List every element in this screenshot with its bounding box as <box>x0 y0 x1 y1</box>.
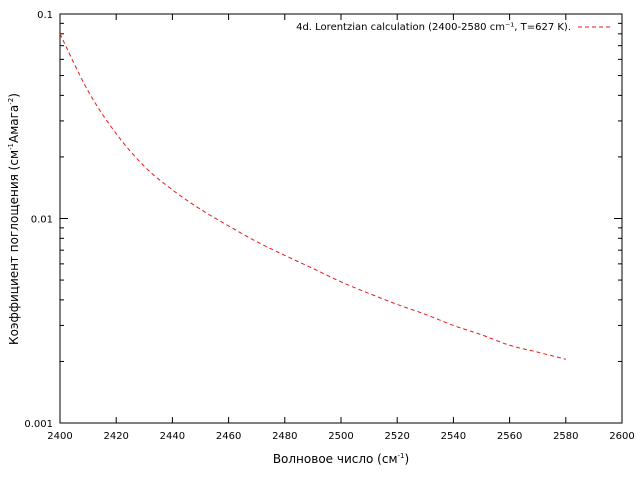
x-tick-label: 2520 <box>384 431 409 442</box>
y-tick-label: 0.1 <box>37 10 53 21</box>
x-tick-label: 2540 <box>441 431 466 442</box>
series-layer <box>59 33 566 360</box>
x-tick-label: 2400 <box>47 431 72 442</box>
plot-frame <box>59 13 623 424</box>
y-tick-label: 0.01 <box>31 215 53 226</box>
legend: 4d. Lorentzian calculation (2400-2580 cm… <box>296 22 611 33</box>
x-tick-label: 2460 <box>216 431 241 442</box>
x-axis-ticks: 2400 2420 2440 2460 2480 2500 2520 2540 2560 2580… <box>47 14 635 442</box>
legend-entry-label: 4d. Lorentzian calculation (2400-2580 cm… <box>296 22 571 33</box>
x-tick-label: 2420 <box>103 431 128 442</box>
x-tick-label: 2580 <box>553 431 578 442</box>
x-tick-label: 2560 <box>497 431 522 442</box>
y-axis-ticks: 0.001 0.01 0.1 <box>24 10 622 430</box>
x-tick-label: 2500 <box>328 431 353 442</box>
y-tick-label: 0.001 <box>24 419 53 430</box>
series-line <box>59 33 566 360</box>
x-tick-label: 2480 <box>272 431 297 442</box>
y-axis-label: Коэффициент поглощения (см-1Амага-2) <box>7 93 21 345</box>
x-tick-label: 2600 <box>609 431 634 442</box>
x-tick-label: 2440 <box>160 431 185 442</box>
x-axis-label: Волновое число (см-1) <box>273 452 409 466</box>
